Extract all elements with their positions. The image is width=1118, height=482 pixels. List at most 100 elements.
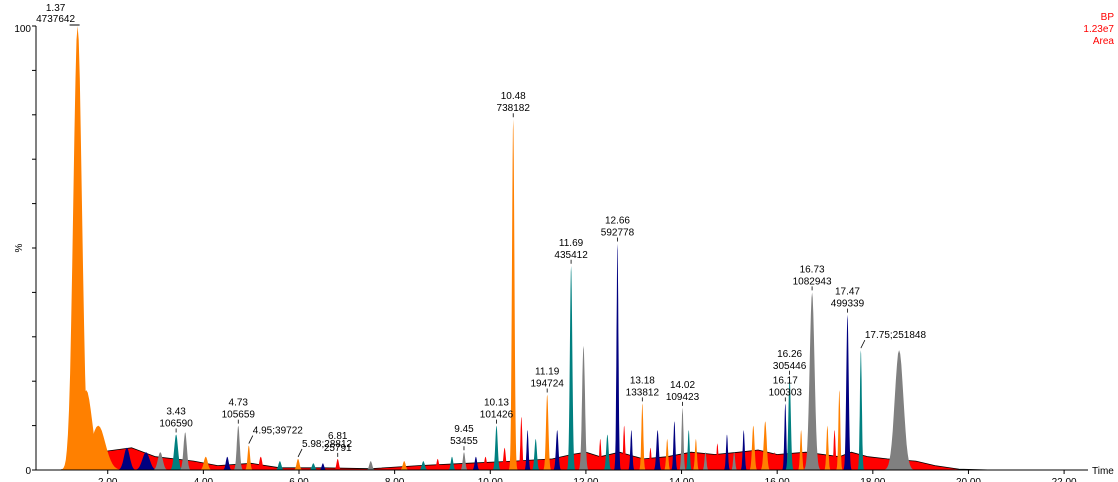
peak-label-area: 4737642 [36,14,75,25]
x-tick-label: 6.00 [289,477,309,482]
y-axis-label: % [14,243,25,252]
peak-label-rt: 3.43 [166,406,186,417]
peak-label-rt: 16.26 [777,349,802,360]
peak-label-inline: 17.75;251848 [865,330,927,341]
y-tick-label-100: 100 [14,24,31,35]
top-right-intensity: 1.23e7 [1083,24,1114,35]
peak-label-rt: 6.81 [328,431,348,442]
peak-label-rt: 11.69 [559,238,584,249]
axes-layer: % 100 0 Time BP 1.23e7 Area 2.00 4.00 6.00… [14,12,1114,482]
baseline-layer [36,447,1088,471]
x-tick-label: 8.00 [385,477,405,482]
peak-5 [150,452,170,470]
x-tick-label: 10.00 [478,477,503,482]
peak-0 [60,26,95,470]
x-tick-label: 20.00 [956,477,981,482]
peak-41 [638,403,647,470]
peak-60 [802,292,822,470]
x-tick-label: 12.00 [573,477,598,482]
top-right-bp: BP [1101,12,1115,23]
peak-50 [713,443,722,470]
peak-label-area: 194724 [530,379,564,390]
baseline-area [36,447,1088,470]
peak-46 [678,407,687,470]
peak-28 [508,119,518,470]
peak-58 [784,376,795,470]
peak-label-marker [248,435,254,444]
x-tick-label: 22.00 [1052,477,1077,482]
peak-label-rt: 10.48 [501,91,526,102]
peak-label-rt: 12.66 [605,216,630,227]
peak-15 [307,463,320,470]
peak-6 [168,434,184,470]
peak-25 [480,456,491,470]
peak-19 [398,461,410,470]
top-right-area: Area [1093,36,1115,47]
peak-40 [627,430,636,470]
peak-1 [62,390,111,470]
peak-label-rt: 13.18 [630,375,655,386]
peak-54 [748,425,759,470]
peak-44 [663,438,671,470]
peak-label-rt: 16.17 [773,375,798,386]
peak-4 [131,452,161,470]
peak-56 [771,452,779,470]
peak-38 [613,243,622,470]
peak-label-area: 133812 [626,387,660,398]
peak-label-rt: 1.37 [46,3,66,14]
peak-label-rt: 17.47 [835,287,860,298]
peak-label-area: 106590 [159,418,193,429]
peak-8 [198,456,214,470]
peak-12 [255,456,267,470]
peak-13 [274,461,286,470]
peak-64 [842,314,853,470]
peak-31 [530,438,541,470]
peak-37 [602,434,613,470]
peak-label-area: 499339 [831,299,865,310]
peak-label-marker [860,339,866,349]
peak-label-area: 592778 [601,228,635,239]
peak-48 [692,438,700,470]
peak-label-area: 435412 [554,250,588,261]
peak-10 [232,425,244,470]
peak-53 [739,430,748,470]
peak-label-inline: 4.95;39722 [253,426,303,437]
x-axis-label: Time [1092,466,1114,477]
x-tick-label: 4.00 [194,477,214,482]
peak-62 [830,430,839,470]
peak-label-area: 100303 [769,387,803,398]
peak-30 [523,430,532,470]
peak-34 [566,265,576,470]
peak-21 [432,458,443,470]
peak-3 [115,447,139,470]
peak-label-area: 53455 [450,436,478,447]
peak-61 [823,425,832,470]
peak-label-rt: 9.45 [454,424,474,435]
peak-label-area: 25791 [324,443,352,454]
peak-59 [797,430,805,470]
x-tick-label: 16.00 [765,477,790,482]
peak-42 [646,447,655,470]
peak-39 [620,425,628,470]
peak-17 [333,458,343,470]
peak-label-inline: 5.98;28812 [302,439,352,450]
peak-23 [459,452,469,470]
peak-63 [835,390,844,470]
x-tick-label: 2.00 [98,477,118,482]
peak-label-rt: 14.02 [670,380,695,391]
peak-label-rt: 16.73 [800,264,825,275]
peak-26 [491,425,502,470]
peak-22 [447,456,457,470]
x-tick-label: 18.00 [860,477,885,482]
peak-label-area: 109423 [666,392,700,403]
peak-7 [178,432,192,470]
x-tick-label: 14.00 [669,477,694,482]
peak-45 [670,421,679,470]
peak-55 [759,421,771,470]
peak-65 [857,350,865,470]
peak-52 [730,452,738,470]
peak-label-area: 105659 [222,410,256,421]
peak-43 [652,430,663,470]
